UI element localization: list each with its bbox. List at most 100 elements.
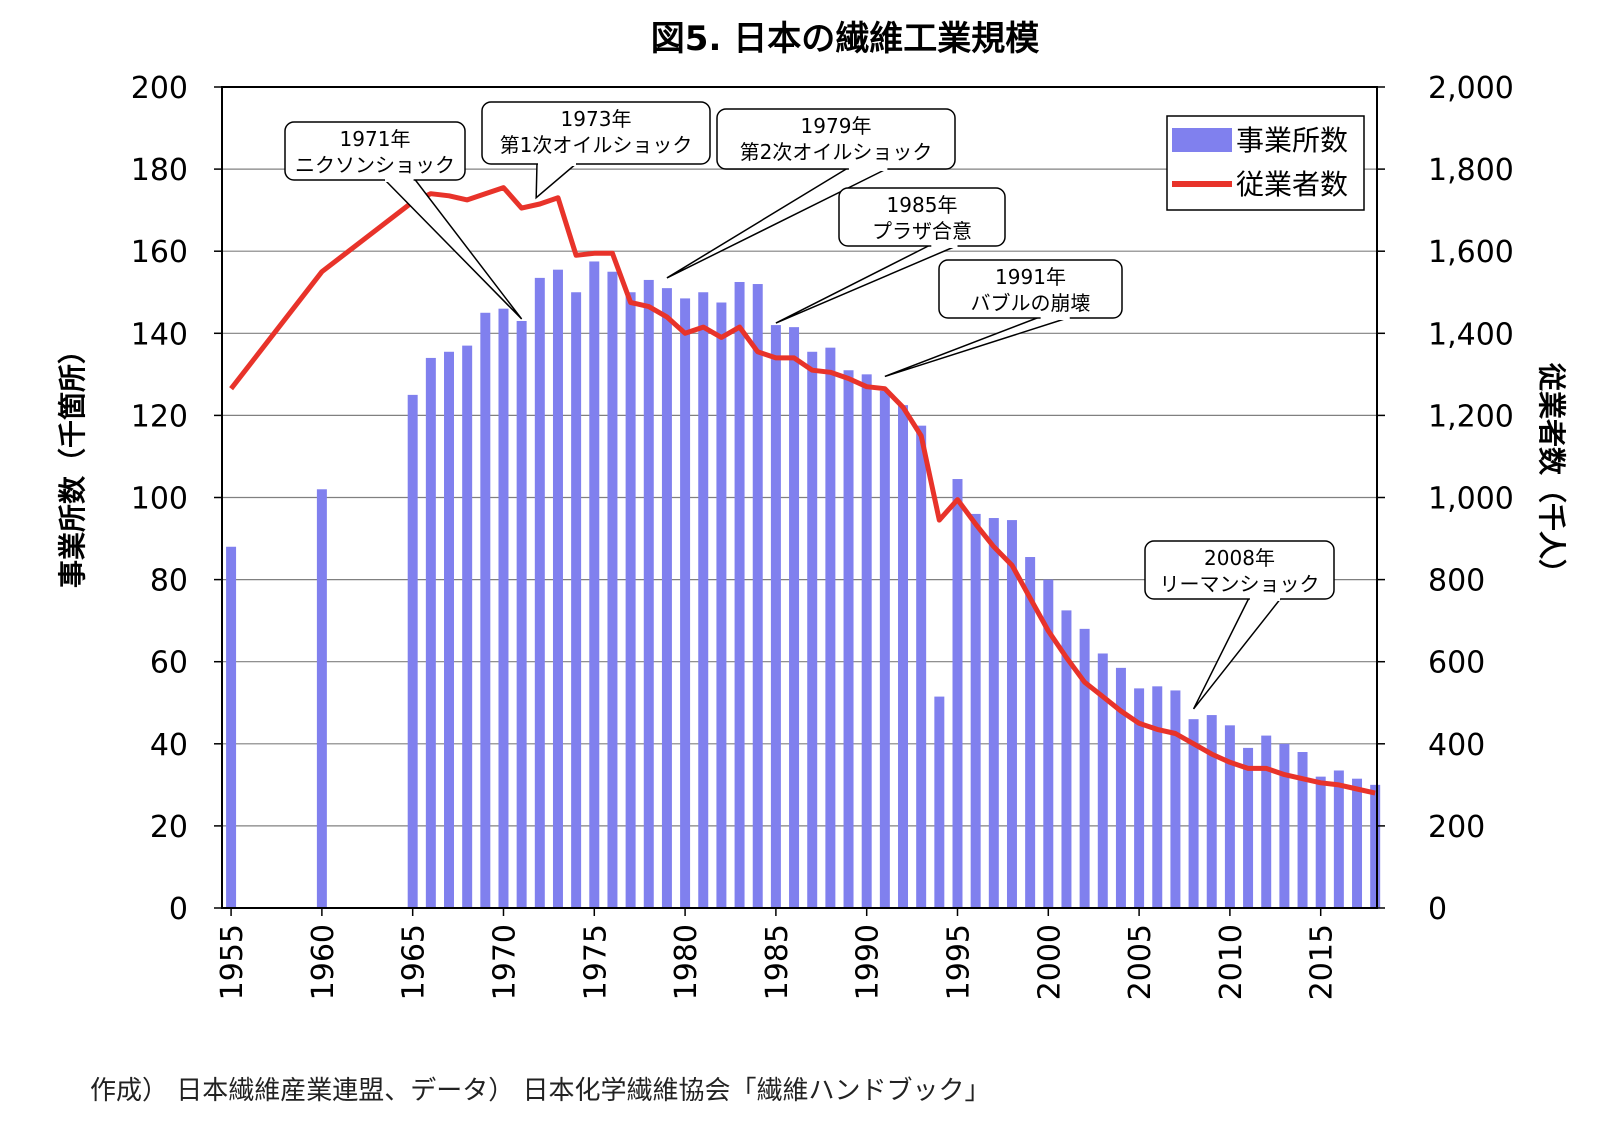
bar [589, 261, 600, 908]
callout-pointer [535, 162, 580, 200]
bar [752, 284, 763, 908]
bar [1352, 778, 1363, 908]
callout-joint [538, 161, 576, 166]
bar [571, 292, 582, 908]
source-note: 作成） 日本繊維産業連盟、データ） 日本化学繊維協会「繊維ハンドブック」 [90, 1076, 991, 1106]
callout-box [284, 121, 466, 181]
bar [879, 390, 890, 908]
bar [861, 374, 872, 909]
bar [1152, 686, 1163, 908]
bar [516, 320, 527, 908]
left-tick-label: 100 [131, 482, 188, 517]
right-axis-ticks: 0 200 400 600 800 1,000 1,200 1,400 1,600 1,800 2,… [1377, 71, 1514, 927]
bar [1370, 784, 1381, 908]
bar [934, 696, 945, 908]
bar [498, 308, 509, 908]
callout-text: リーマンショック [1160, 572, 1320, 596]
right-tick-label: 1,800 [1428, 153, 1514, 188]
callout-text: バブルの崩壊 [971, 291, 1091, 315]
callout-joint [931, 243, 958, 248]
callout-box [716, 108, 956, 170]
bar [661, 288, 672, 908]
callout-joint [1040, 315, 1070, 320]
callout-text: ニクソンショック [295, 153, 455, 177]
callout-box [938, 259, 1123, 319]
x-tick-label: 2000 [1032, 924, 1067, 1000]
bar [988, 518, 999, 908]
callout-joint [848, 166, 888, 171]
x-tick-label: 1955 [215, 924, 250, 1000]
callout-text: 1973年 [561, 107, 632, 131]
legend: 事業所数 従業者数 [1166, 115, 1365, 211]
x-axis-ticks: 1955 1960 1965 1970 1975 1980 1985 1990 1995 2000… [215, 908, 1340, 1000]
bar [534, 277, 545, 908]
line-series [229, 185, 1376, 796]
bar [898, 405, 909, 908]
bar [1243, 747, 1254, 908]
left-tick-label: 120 [131, 399, 188, 434]
annotations: 1971年ニクソンショック1973年第1次オイルショック1979年第2次オイルシ… [284, 101, 1335, 710]
left-tick-label: 80 [150, 564, 188, 599]
bar [625, 292, 636, 908]
bar [1006, 520, 1017, 908]
bar [1043, 579, 1054, 908]
bar [789, 327, 800, 909]
bar [680, 298, 691, 909]
callout-text: 1971年 [340, 127, 411, 151]
right-tick-label: 0 [1428, 892, 1447, 927]
bar [916, 425, 927, 908]
bar [1134, 688, 1145, 908]
right-tick-label: 1,200 [1428, 399, 1514, 434]
x-tick-label: 2015 [1305, 924, 1340, 1000]
x-tick-label: 1960 [306, 924, 341, 1000]
callout-text: プラザ合意 [872, 219, 972, 243]
left-axis-ticks: 0 20 40 60 80 100 120 140 160 180 200 [131, 71, 222, 927]
callout-pointer [1192, 597, 1283, 710]
callout-text: 1985年 [887, 193, 958, 217]
legend-bar-label: 事業所数 [1236, 124, 1348, 157]
bar [316, 489, 327, 908]
left-tick-label: 40 [150, 728, 188, 763]
bar-series [226, 261, 1381, 909]
callout-text: 2008年 [1204, 546, 1275, 570]
callout-box [1144, 540, 1335, 600]
bar [407, 394, 418, 908]
legend-bar-swatch [1172, 128, 1232, 152]
callout-joint [1249, 596, 1281, 601]
bar [444, 351, 454, 909]
bar [1333, 770, 1344, 908]
right-tick-label: 800 [1428, 564, 1485, 599]
right-tick-label: 1,600 [1428, 235, 1514, 270]
bar [807, 351, 818, 909]
bar [1206, 715, 1217, 908]
bar [425, 357, 436, 908]
bar [970, 513, 981, 908]
right-tick-label: 200 [1428, 810, 1485, 845]
right-tick-label: 600 [1428, 646, 1485, 681]
bar [643, 279, 654, 908]
bar [716, 302, 727, 908]
bar [607, 271, 618, 909]
bar [462, 345, 473, 908]
bar [226, 546, 237, 908]
x-tick-label: 1980 [669, 924, 704, 1000]
bar [480, 312, 491, 908]
left-tick-label: 60 [150, 646, 188, 681]
bar [952, 479, 963, 908]
callout-pointer [775, 244, 959, 324]
legend-line-label: 従業者数 [1236, 168, 1348, 201]
left-tick-label: 0 [169, 892, 188, 927]
bar [1279, 743, 1290, 908]
callout-pointer [382, 178, 523, 320]
right-tick-label: 1,000 [1428, 482, 1514, 517]
right-axis-label: 従業者数（千人） [1535, 362, 1568, 587]
bar [1261, 735, 1272, 908]
callout-text: 1991年 [995, 265, 1066, 289]
x-tick-label: 1975 [578, 924, 613, 1000]
bar [1297, 752, 1308, 908]
employees-line [229, 185, 1376, 796]
